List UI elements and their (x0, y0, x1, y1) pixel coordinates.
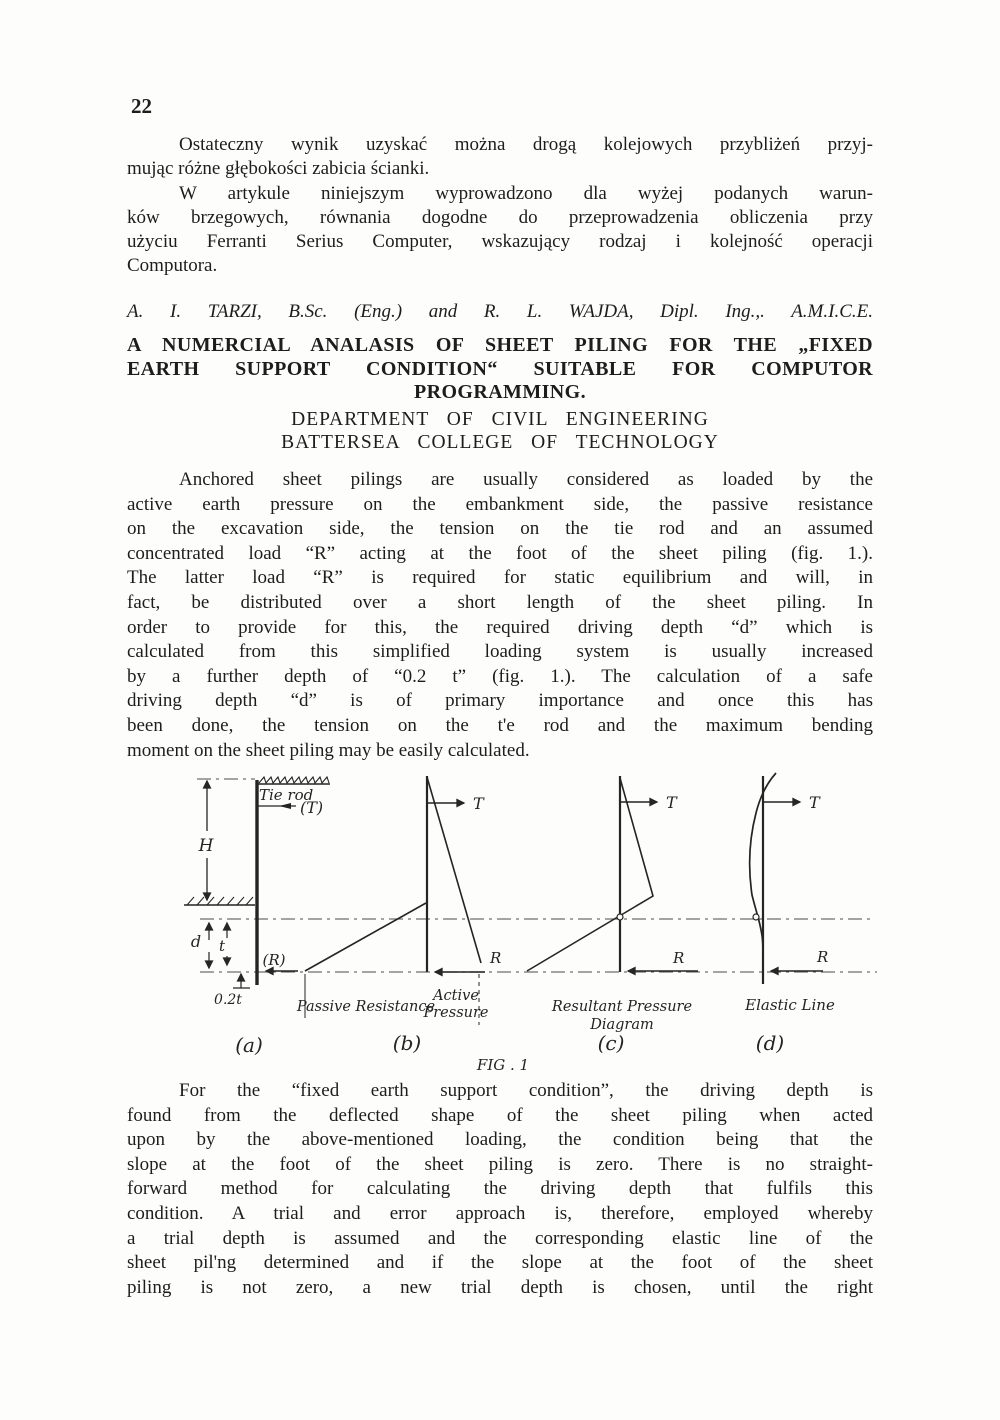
zero-pressure-point (616, 913, 624, 921)
passive-resistance-line (304, 902, 427, 972)
active-pressure-label-2: Pressure (422, 1005, 488, 1021)
r-label-b: R (489, 949, 501, 967)
panel-b-pressure-diagram (304, 776, 485, 1025)
dim-label-02t: 0.2t (214, 992, 242, 1008)
text-line: fact, be distributed over a short length… (127, 591, 873, 613)
text-line: For the “fixed earth support condition”,… (179, 1080, 873, 1101)
text-line: PROGRAMMING. (414, 381, 586, 403)
dim-label-t: t (219, 937, 226, 955)
r-label-c: R (672, 949, 684, 967)
text-line: concentrated load “R” acting at the foot… (127, 542, 873, 564)
text-line: ków brzegowych, równania dogodne do prze… (127, 206, 873, 228)
ground-hatch-left (186, 896, 254, 906)
body-paragraph-2: For the “fixed earth support condition”,… (127, 1079, 873, 1300)
body-paragraph-1: Anchored sheet pilings are usually consi… (127, 468, 873, 763)
dim-label-d: d (191, 932, 201, 951)
r-anchor-label: (R) (263, 951, 286, 969)
panel-label-d: (d) (756, 1031, 784, 1055)
text-line: EARTH SUPPORT CONDITION“ SUITABLE FOR CO… (127, 357, 873, 380)
text-line: by a further depth of “0.2 t” (fig. 1.).… (127, 665, 873, 687)
inflection-point (752, 913, 760, 921)
resultant-label-2: Diagram (589, 1017, 654, 1033)
text-line: condition. A trial and error approach is… (127, 1202, 873, 1224)
text-line: Ostateczny wynik uzyskać można drogą kol… (179, 134, 873, 155)
tie-rod-label: Tie rod (259, 786, 313, 804)
t-label-b: T (473, 794, 485, 813)
resultant-pressure-line (526, 777, 654, 972)
text-line: moment on the sheet piling may be easily… (127, 739, 530, 761)
panel-label-c: (c) (598, 1031, 625, 1055)
text-line: a trial depth is assumed and the corresp… (127, 1227, 873, 1249)
t-label-d: T (809, 793, 821, 812)
article-title: A NUMERCIAL ANALASIS OF SHEET PILING FOR… (127, 334, 873, 405)
text-line: A NUMERCIAL ANALASIS OF SHEET PILING FOR… (127, 334, 873, 356)
text-line: Computora. (127, 255, 218, 277)
panel-label-b: (b) (393, 1031, 421, 1055)
text-line: driving depth “d” is of primary importan… (127, 690, 873, 712)
panel-c-resultant-diagram (526, 776, 698, 976)
tie-rod-arrow (279, 803, 291, 809)
text-line: forward method for calculating the drivi… (127, 1178, 873, 1200)
t-label-c: T (666, 793, 678, 812)
resultant-label-1: Resultant Pressure (551, 999, 692, 1015)
text-line: been done, the tension on the t'e rod an… (127, 714, 873, 736)
text-line: W artykule niniejszym wyprowadzono dla w… (179, 182, 873, 204)
elastic-line-label: Elastic Line (744, 996, 835, 1014)
active-pressure-line (426, 776, 482, 964)
page-number: 22 (131, 94, 152, 118)
panel-label-a: (a) (235, 1033, 263, 1057)
panel-d-elastic-line (748, 772, 823, 984)
text-line: slope at the foot of the sheet piling is… (127, 1153, 873, 1175)
text-line: calculated from this simplified loading … (127, 641, 873, 663)
text-line: active earth pressure on the embankment … (127, 493, 873, 515)
figure-caption: FIG . 1 (476, 1056, 529, 1074)
text-line: The latter load “R” is required for stat… (127, 567, 873, 589)
elastic-curve (748, 772, 777, 954)
text-line: found from the deflected shape of the sh… (127, 1104, 873, 1126)
ground-hatch-top (258, 775, 330, 785)
r-label-d: R (816, 948, 828, 966)
dim-label-h: H (198, 836, 215, 856)
passive-resistance-label: Passive Resistance (296, 999, 435, 1015)
reference-lines (197, 778, 877, 973)
text-line: mując różne głębokości zabicia ścianki. (127, 158, 430, 180)
text-line: sheet pil'ng determined and if the slope… (127, 1252, 873, 1274)
text-line: order to provide for this, the required … (127, 616, 873, 638)
panel-a-wall-diagram (184, 775, 330, 989)
text-line: Anchored sheet pilings are usually consi… (179, 469, 873, 490)
college-line: BATTERSEA COLLEGE OF TECHNOLOGY (281, 432, 719, 453)
text-line: piling is not zero, a new trial depth is… (127, 1276, 873, 1298)
active-pressure-label-1: Active (431, 988, 479, 1004)
text-line: on the excavation side, the tension on t… (127, 518, 873, 540)
text-line: użyciu Ferranti Serius Computer, wskazuj… (127, 231, 873, 253)
department-line: DEPARTMENT OF CIVIL ENGINEERING (291, 409, 709, 430)
intro-paragraphs-polish: Ostateczny wynik uzyskać można drogą kol… (127, 133, 873, 279)
text-line: upon by the above-mentioned loading, the… (127, 1129, 873, 1151)
authors-line: A. I. TARZI, B.Sc. (Eng.) and R. L. WAJD… (127, 301, 873, 322)
tie-rod-t-label: (T) (300, 798, 323, 817)
